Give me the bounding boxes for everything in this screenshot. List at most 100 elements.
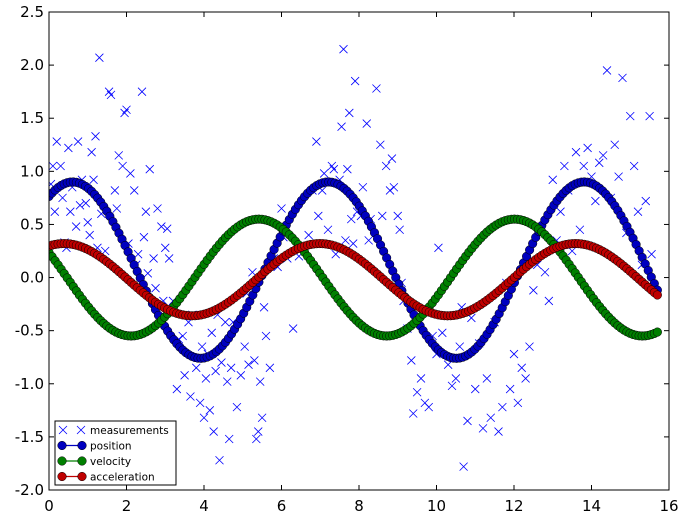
measurement-point: [372, 84, 381, 93]
velocity-point: [652, 327, 662, 337]
measurement-point: [211, 366, 220, 376]
measurement-point: [571, 147, 581, 157]
measurement-point: [424, 402, 434, 412]
measurement-point: [602, 66, 612, 75]
measurement-point: [50, 207, 60, 216]
measurement-point: [591, 196, 600, 206]
measurement-point: [478, 424, 488, 433]
measurement-point: [470, 384, 480, 394]
measurement-point: [377, 211, 387, 221]
y-tick-label: -1.0: [15, 375, 44, 393]
measurement-point: [265, 363, 275, 373]
measurement-point: [58, 193, 67, 203]
measurement-point: [505, 384, 515, 394]
measurement-point: [139, 232, 149, 242]
measurement-point: [64, 143, 73, 153]
measurement-point: [455, 342, 465, 351]
measurement-point: [575, 225, 585, 235]
measurement-point: [133, 249, 143, 259]
measurement-point: [525, 342, 534, 351]
measurement-point: [157, 222, 166, 231]
legend-label-acceleration: acceleration: [90, 472, 155, 484]
measurement-point: [312, 137, 321, 146]
measurement-point: [122, 105, 131, 115]
measurement-point: [358, 182, 368, 192]
x-tick-label: 10: [427, 497, 446, 515]
measurement-point: [81, 198, 91, 208]
measurement-point: [412, 387, 422, 397]
measurement-point: [618, 73, 627, 83]
x-tick-label: 0: [44, 497, 54, 515]
measurement-point: [362, 119, 372, 128]
measurement-point: [52, 137, 62, 146]
measurement-point: [629, 161, 639, 171]
measurement-point: [221, 317, 230, 327]
measurement-point: [224, 434, 234, 444]
measurement-point: [186, 392, 195, 401]
legend-marker-position: [57, 440, 67, 451]
legend-label-position: position: [90, 441, 132, 453]
measurement-point: [87, 147, 96, 157]
plot-frame: [48, 11, 670, 491]
measurement-point: [191, 363, 201, 373]
measurement-point: [395, 225, 404, 235]
measurement-point: [540, 267, 550, 277]
legend-marker-acceleration: [77, 471, 87, 482]
legend-label-measurements: measurements: [90, 425, 169, 437]
measurement-point: [494, 427, 503, 436]
measurement-point: [633, 207, 643, 216]
measurement-point: [236, 370, 246, 380]
measurement-point: [232, 402, 242, 412]
measurement-point: [172, 384, 182, 394]
measurement-point: [217, 358, 226, 367]
measurement-point: [645, 111, 654, 121]
measurement-point: [509, 349, 519, 359]
measurement-point: [255, 377, 265, 386]
y-tick-label: 1.0: [20, 162, 44, 180]
measurement-point: [385, 186, 395, 195]
acceleration-point: [652, 290, 662, 300]
measurement-point: [447, 381, 457, 391]
measurement-point: [625, 111, 635, 121]
measurement-point: [257, 413, 267, 423]
measurement-point: [407, 356, 416, 365]
measurement-point: [89, 175, 98, 185]
series-position: [49, 177, 662, 363]
measurement-point: [277, 204, 286, 213]
measurement-point: [143, 269, 153, 278]
measurement-point: [222, 377, 232, 386]
measurement-point: [556, 207, 565, 216]
measurement-point: [66, 207, 75, 216]
measurement-point: [583, 143, 592, 153]
measurement-point: [560, 161, 569, 171]
x-tick-label: 8: [354, 497, 364, 515]
measurement-point: [126, 169, 135, 178]
measurement-point: [56, 161, 65, 171]
measurement-point: [197, 342, 207, 351]
x-tick-label: 16: [659, 497, 678, 515]
measurement-point: [145, 164, 155, 174]
series-acceleration: [49, 239, 662, 321]
y-tick-label: 2.0: [20, 56, 44, 74]
legend: measurements position velocity acceleration: [54, 420, 177, 486]
measurement-point: [408, 409, 418, 418]
y-tick-label: 1.5: [20, 109, 44, 127]
measurement-point: [129, 186, 139, 195]
y-tick-label: 2.5: [20, 3, 44, 21]
measurement-point: [49, 161, 58, 171]
measurement-point: [343, 164, 352, 174]
measurement-point: [389, 182, 399, 192]
measurement-point: [323, 225, 333, 235]
measurement-point: [498, 402, 507, 412]
measurement-point: [106, 90, 116, 100]
y-tick-label: -2.0: [15, 481, 44, 499]
measurement-point: [149, 254, 158, 263]
measurement-point: [329, 164, 339, 174]
measurement-point: [253, 427, 263, 436]
measurement-point: [205, 406, 215, 415]
measurement-point: [513, 398, 523, 408]
measurement-point: [199, 413, 209, 423]
measurement-point: [114, 151, 124, 160]
measurement-point: [348, 239, 358, 248]
legend-marker-position: [77, 440, 87, 451]
